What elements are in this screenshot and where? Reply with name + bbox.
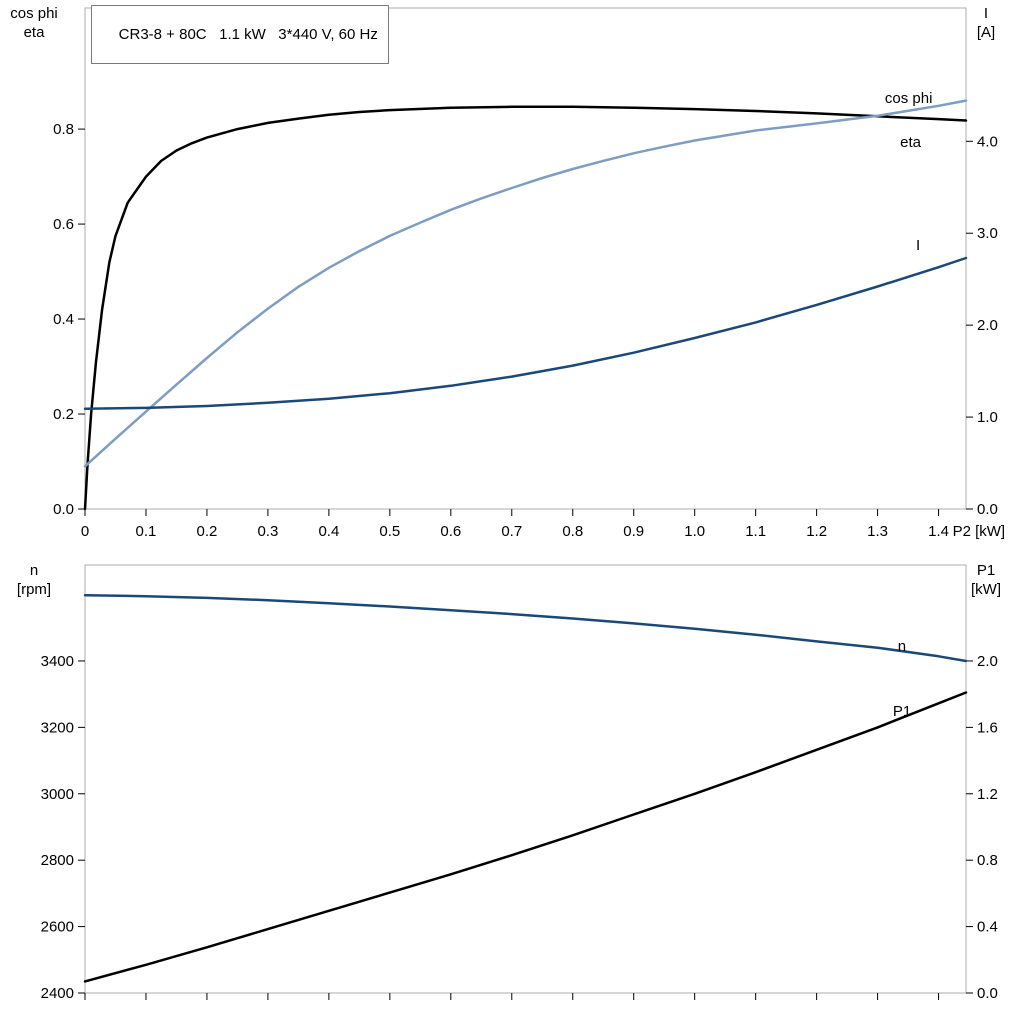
y-left-tick-label: 3200 (41, 719, 74, 736)
current-axis-label: I (983, 5, 989, 22)
x-tick-label: 0.8 (562, 523, 583, 540)
y-left-tick-label: 2800 (41, 852, 74, 869)
cos-phi-curve-label: cos phi (885, 90, 933, 107)
y-right-tick-label: 2.0 (977, 317, 998, 334)
y-right-tick-label: 1.6 (977, 719, 998, 736)
y-left-tick-label: 2400 (41, 985, 74, 1002)
eta-axis-label: eta (23, 24, 45, 41)
x-tick-label: 0.2 (197, 523, 218, 540)
x-tick-label: 0.6 (440, 523, 461, 540)
y-right-tick-label: 4.0 (977, 133, 998, 150)
y-right-tick-label: 0.8 (977, 852, 998, 869)
upper-left-axis-label: cos phi eta (2, 4, 66, 42)
y-right-tick-label: 0.0 (977, 501, 998, 518)
y-right-tick-label: 2.0 (977, 653, 998, 670)
y-right-tick-label: 1.2 (977, 786, 998, 803)
upper-chart: 0 0.1 0.2 0.3 0.4 0.5 0.6 0.7 0.8 0.9 1.0 1.1 1.2 1.3… (53, 7, 1006, 540)
y-right-tick-label: 3.0 (977, 225, 998, 242)
y-left-tick-label: 0.4 (53, 311, 74, 328)
upper-right-axis-label: I [A] (954, 4, 1018, 42)
x-tick-label: 1.0 (684, 523, 705, 540)
x-tick-label: 1.4 (928, 523, 949, 540)
chart-title: CR3-8 + 80C 1.1 kW 3*440 V, 60 Hz (118, 26, 378, 43)
x-tick-label: 1.2 (806, 523, 827, 540)
y-left-tick-label: 3400 (41, 653, 74, 670)
speed-curve-label: n (898, 638, 906, 655)
y-left-tick-label: 0.6 (53, 216, 74, 233)
x-tick-label: 0.4 (318, 523, 339, 540)
p1-curve-label: P1 (893, 703, 911, 720)
x-tick-label: 0.5 (379, 523, 400, 540)
y-left-tick-label: 0.0 (53, 501, 74, 518)
x-tick-label: 0.1 (136, 523, 157, 540)
eta-curve-label: eta (900, 134, 922, 151)
current-curve-label: I (916, 237, 920, 254)
cos-phi-axis-label: cos phi (10, 5, 58, 22)
speed-axis-unit-label: [rpm] (16, 581, 52, 598)
p1-axis-unit-label: [kW] (971, 581, 1001, 598)
eta-curve (83, 105, 968, 511)
x-axis-unit-label: P2 [kW] (953, 523, 1006, 540)
current-curve (83, 256, 968, 411)
lower-chart: 2400 2600 2800 3000 3200 3400 0.0 0.4 0.8 1.2 1.6 2… (41, 564, 998, 1002)
y-left-tick-label: 3000 (41, 786, 74, 803)
x-tick-label: 0.3 (257, 523, 278, 540)
p1-curve (83, 691, 968, 983)
x-tick-label: 1.1 (745, 523, 766, 540)
x-tick-label: 0 (81, 523, 89, 540)
lower-right-axis-label: P1 [kW] (954, 561, 1018, 599)
cos-phi-curve (83, 99, 968, 468)
chart-title-box: CR3-8 + 80C 1.1 kW 3*440 V, 60 Hz (91, 5, 389, 64)
current-axis-unit-label: [A] (976, 24, 996, 41)
x-tick-label: 1.3 (867, 523, 888, 540)
p1-axis-label: P1 (976, 562, 996, 579)
plot-frame (84, 7, 967, 510)
speed-curve (83, 593, 968, 663)
y-right-tick-label: 0.4 (977, 919, 998, 936)
y-right-tick-label: 0.0 (977, 985, 998, 1002)
x-tick-label: 0.7 (501, 523, 522, 540)
y-left-tick-label: 2600 (41, 919, 74, 936)
plot-frame (84, 564, 967, 994)
x-tick-label: 0.9 (623, 523, 644, 540)
lower-left-axis-label: n [rpm] (2, 561, 66, 599)
y-right-tick-label: 1.0 (977, 409, 998, 426)
y-left-tick-label: 0.8 (53, 121, 74, 138)
y-left-tick-label: 0.2 (53, 406, 74, 423)
speed-axis-label: n (29, 562, 39, 579)
